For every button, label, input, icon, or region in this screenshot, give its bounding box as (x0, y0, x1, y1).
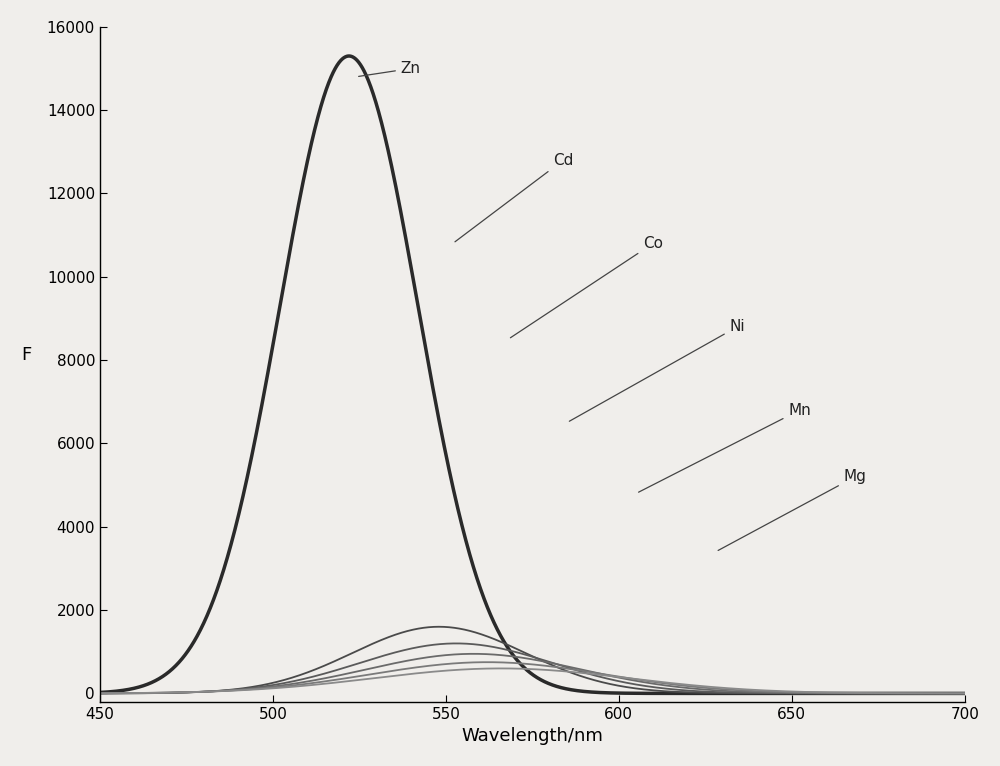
Text: Ni: Ni (569, 319, 745, 421)
Text: Mn: Mn (639, 403, 811, 493)
Text: Mg: Mg (718, 470, 867, 551)
Y-axis label: F: F (21, 346, 31, 365)
Text: Zn: Zn (359, 61, 421, 77)
Text: Cd: Cd (455, 152, 573, 242)
Text: Co: Co (510, 236, 663, 338)
X-axis label: Wavelength/nm: Wavelength/nm (461, 727, 603, 745)
